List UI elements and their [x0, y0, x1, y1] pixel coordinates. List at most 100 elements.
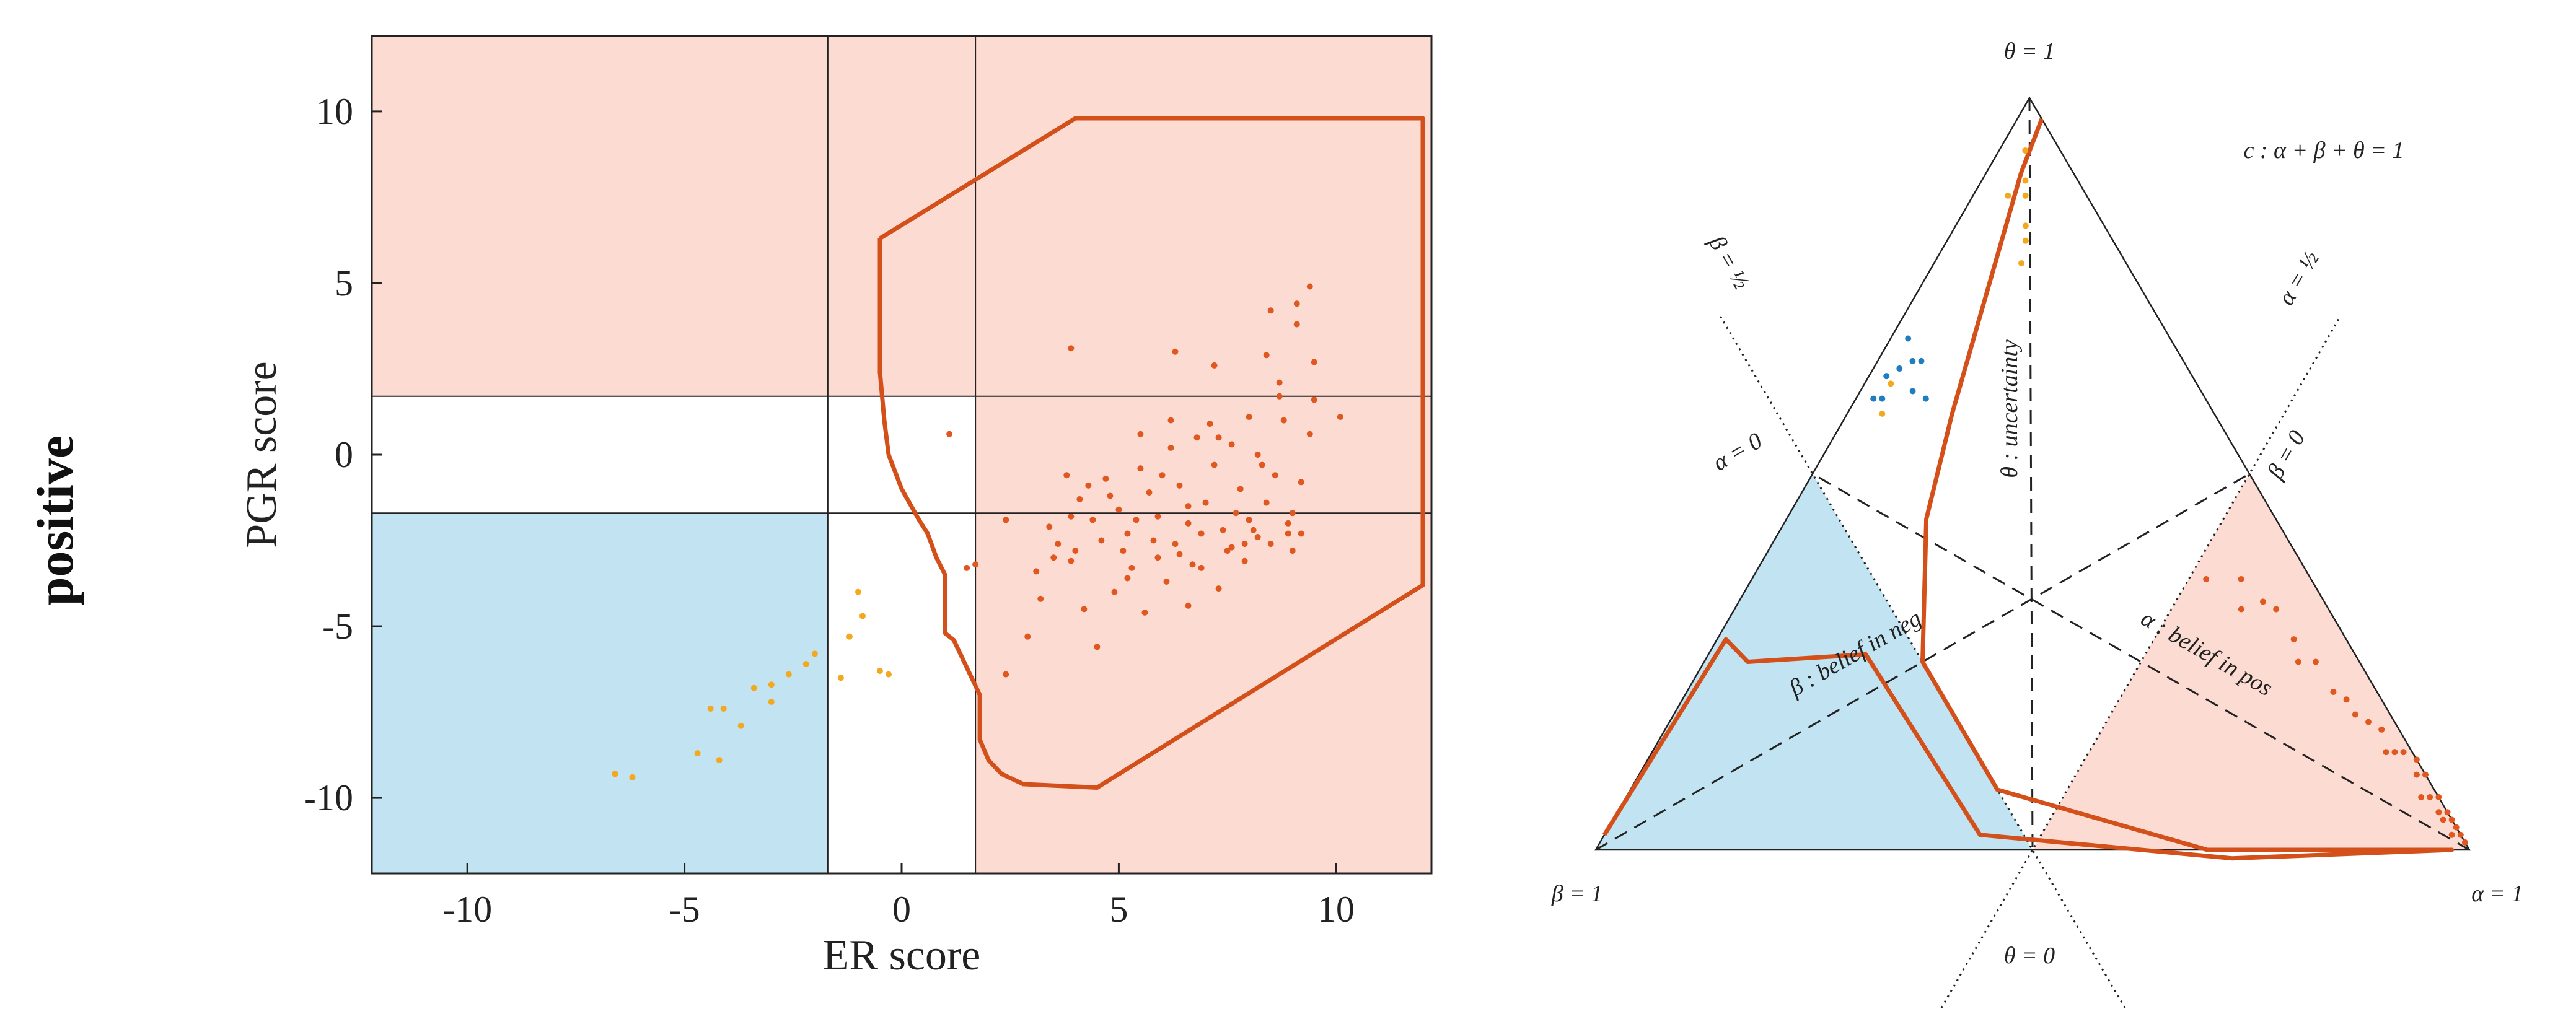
positive-point — [946, 431, 953, 437]
ternary-positive-point — [2457, 831, 2464, 838]
alpha-median — [1812, 473, 2470, 851]
positive-point — [1254, 533, 1261, 540]
positive-point — [1050, 554, 1057, 561]
ternary-negative-point — [1896, 365, 1903, 372]
uncertainty-axis-label: θ : uncertainty — [1997, 339, 2023, 478]
positive-point — [1267, 307, 1274, 314]
positive-point — [1198, 564, 1205, 571]
ternary-positive-point — [2448, 831, 2455, 838]
ternary-positive-point — [2238, 575, 2244, 582]
ternary-positive-point — [2427, 794, 2433, 801]
positive-point — [1228, 544, 1235, 551]
positive-point — [1211, 461, 1218, 468]
y-tick-label: 0 — [335, 434, 353, 475]
positive-point — [1276, 393, 1283, 400]
positive-point — [1124, 575, 1131, 582]
positive-point — [1224, 548, 1231, 554]
ternary-positive-point — [2391, 749, 2398, 756]
positive-point — [1189, 561, 1196, 568]
ternary-positive-point — [2352, 711, 2358, 718]
uncertain-point — [846, 633, 853, 640]
x-tick-label: 10 — [1317, 889, 1355, 930]
x-tick-label: -5 — [669, 889, 700, 930]
vertex-label-theta-one: θ = 1 — [2004, 38, 2055, 64]
ternary-uncertain-point — [1879, 410, 1886, 417]
positive-point — [1185, 503, 1192, 510]
positive-point — [1102, 475, 1109, 482]
ternary-positive-point — [2418, 794, 2425, 801]
ternary-negative-point — [1922, 395, 1929, 402]
uncertain-point — [811, 650, 818, 657]
positive-point — [1311, 396, 1317, 403]
positive-point — [1215, 585, 1222, 592]
uncertain-point — [737, 722, 744, 729]
positive-point — [1098, 537, 1105, 544]
positive-point — [1289, 510, 1296, 517]
uncertain-point — [629, 774, 636, 780]
negative-region — [372, 513, 828, 873]
ternary-positive-point — [2313, 658, 2319, 665]
positive-point — [1306, 431, 1313, 437]
x-tick-label: 5 — [1109, 889, 1128, 930]
positive-point — [972, 561, 979, 568]
positive-point — [1063, 472, 1070, 479]
positive-point — [1159, 472, 1166, 479]
constraint-label: c : α + β + θ = 1 — [2244, 138, 2404, 164]
x-tick-label: 0 — [892, 889, 911, 930]
ternary-positive-point — [2365, 719, 2372, 725]
uncertain-point — [876, 668, 883, 675]
positive-point — [1141, 609, 1148, 616]
ternary-negative-point — [1905, 335, 1912, 342]
positive-point — [1154, 554, 1161, 561]
positive-point — [1250, 527, 1257, 533]
positive-point — [1193, 434, 1200, 441]
positive-point — [1068, 513, 1075, 520]
ternary-positive-point — [2413, 771, 2420, 778]
positive-point — [1163, 579, 1170, 585]
ternary-uncertain-point — [2022, 177, 2029, 184]
ternary-positive-point — [2273, 606, 2280, 613]
x-tick-label: -10 — [442, 889, 492, 930]
ternary-uncertain-point — [1888, 380, 1894, 387]
alpha-zero-label: α = 0 — [1708, 428, 1766, 476]
beta-half-label: β = ½ — [1703, 231, 1755, 294]
uncertain-point — [785, 671, 792, 678]
positive-point — [1220, 527, 1226, 533]
ternary-negative-point — [1883, 373, 1890, 380]
positive-point — [1233, 510, 1239, 517]
positive-point — [1272, 472, 1278, 479]
positive-point — [1246, 414, 1252, 421]
positive-point — [1068, 557, 1075, 564]
positive-point — [1228, 441, 1235, 448]
uncertain-point — [885, 671, 892, 678]
vertex-label-theta-zero: θ = 0 — [2004, 943, 2055, 969]
uncertain-point — [859, 613, 866, 619]
ternary-uncertain-point — [2022, 237, 2029, 244]
positive-point — [1085, 482, 1092, 489]
positive-point — [1167, 444, 1174, 451]
ternary-positive-point — [2413, 756, 2420, 763]
positive-point — [1176, 551, 1183, 557]
ternary-positive-point — [2260, 598, 2266, 605]
positive-point — [1046, 523, 1053, 530]
positive-point — [1211, 362, 1218, 369]
uncertain-point — [694, 750, 701, 757]
positive-point — [1298, 530, 1304, 537]
positive-point — [1089, 517, 1096, 523]
ternary-positive-point — [2444, 809, 2451, 816]
positive-region-top — [372, 36, 1431, 396]
positive-point — [1207, 421, 1213, 427]
ternary-uncertain-point — [2018, 260, 2024, 267]
y-tick-label: 5 — [335, 263, 353, 304]
positive-point — [1306, 283, 1313, 290]
positive-point — [1298, 479, 1304, 486]
ternary-negative-point — [1909, 388, 1916, 395]
positive-point — [1185, 602, 1192, 609]
positive-point — [1176, 482, 1183, 489]
positive-point — [1154, 513, 1161, 520]
positive-point — [1081, 606, 1088, 613]
positive-point — [1124, 530, 1131, 537]
decision-boundary — [877, 116, 1425, 790]
